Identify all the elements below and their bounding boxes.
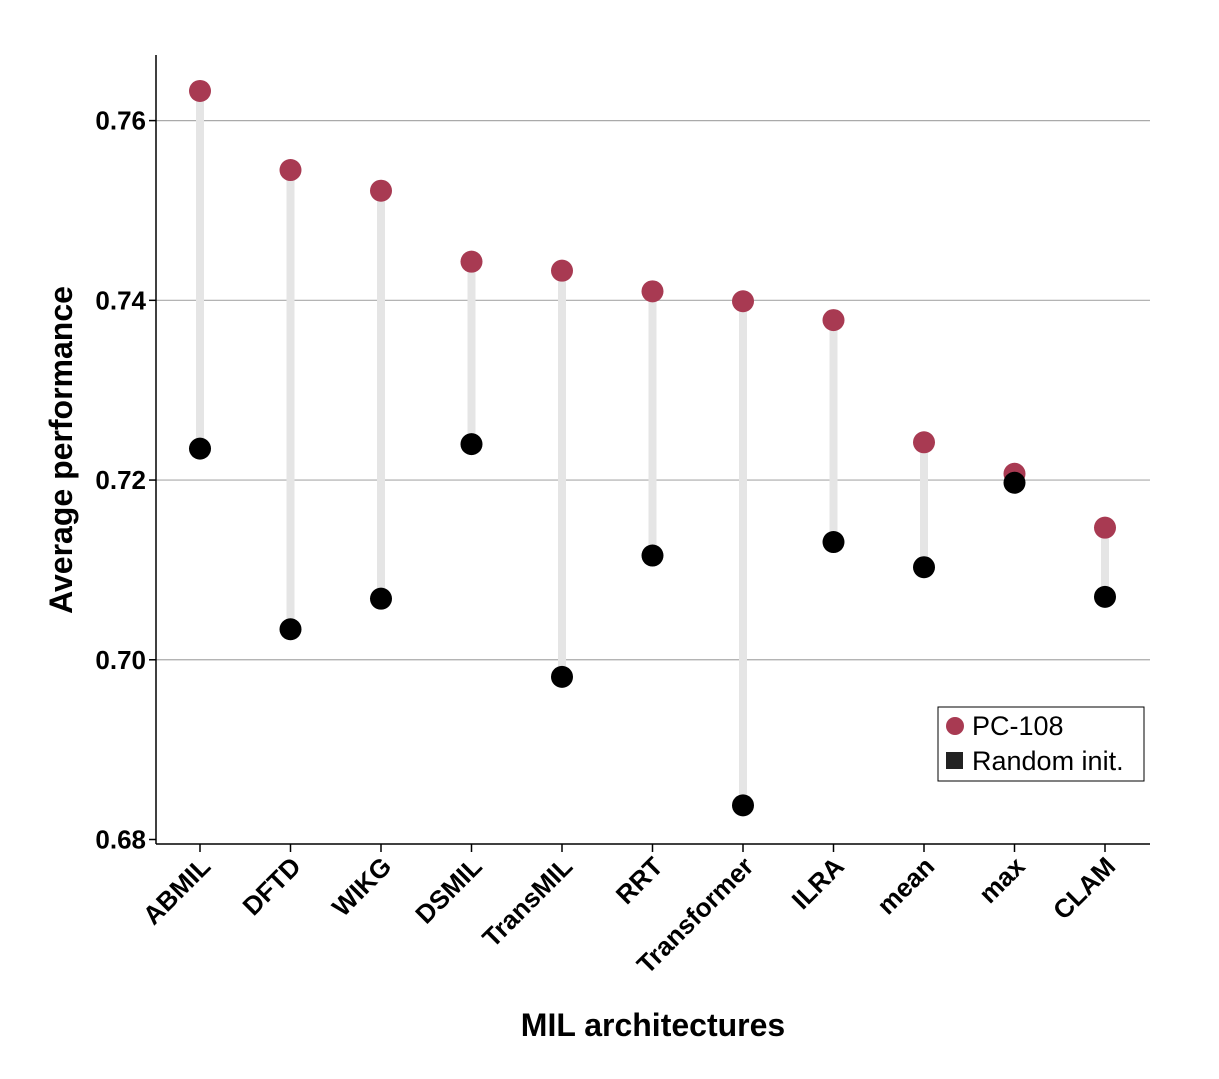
point-random-init (1003, 471, 1026, 494)
y-tick-label: 0.74 (95, 285, 146, 315)
connectors (196, 90, 1109, 806)
point-random-init (551, 665, 573, 688)
point-pc108 (370, 179, 392, 202)
x-tick-label: ABMIL (137, 851, 217, 931)
legend-label-pc108: PC-108 (972, 711, 1064, 741)
point-pc108 (1094, 516, 1116, 539)
point-random-init (1094, 585, 1116, 608)
x-tick-label: DSMIL (409, 851, 487, 929)
point-random-init (913, 556, 935, 579)
point-pc108 (279, 159, 302, 182)
point-pc108 (822, 309, 845, 332)
point-random-init (641, 544, 664, 567)
point-random-init (732, 794, 754, 817)
point-random-init (189, 437, 211, 460)
point-pc108 (189, 79, 211, 102)
point-random-init (822, 531, 845, 554)
point-random-init (460, 433, 483, 456)
x-axis-title: MIL architectures (521, 1007, 785, 1043)
legend: PC-108 Random init. (937, 706, 1145, 782)
point-pc108 (551, 259, 573, 282)
data-points (189, 79, 1116, 817)
point-pc108 (732, 290, 754, 313)
y-ticks: 0.68 0.70 0.72 0.74 0.76 (95, 106, 156, 855)
x-tick-label: TransMIL (476, 851, 578, 953)
x-tick-label: CLAM (1047, 851, 1121, 925)
y-tick-label: 0.68 (95, 825, 146, 855)
x-tick-label: max (973, 851, 1031, 909)
legend-box (937, 706, 1145, 782)
y-tick-label: 0.76 (95, 106, 146, 136)
legend-marker-pc108 (946, 717, 964, 735)
y-tick-label: 0.72 (95, 465, 146, 495)
x-tick-label: WIKG (326, 851, 397, 922)
y-axis-title: Average performance (43, 286, 79, 614)
y-tick-label: 0.70 (95, 645, 146, 675)
legend-label-random-init: Random init. (972, 746, 1124, 776)
point-pc108 (913, 431, 935, 454)
legend-marker-random-init (946, 752, 963, 769)
point-random-init (279, 618, 302, 641)
point-pc108 (641, 280, 664, 303)
point-pc108 (460, 250, 483, 273)
x-tick-label: ILRA (786, 851, 850, 915)
x-tick-label: mean (871, 851, 940, 920)
x-tick-label: DFTD (237, 851, 307, 921)
point-random-init (370, 587, 392, 610)
x-tick-label: RRT (610, 851, 669, 910)
